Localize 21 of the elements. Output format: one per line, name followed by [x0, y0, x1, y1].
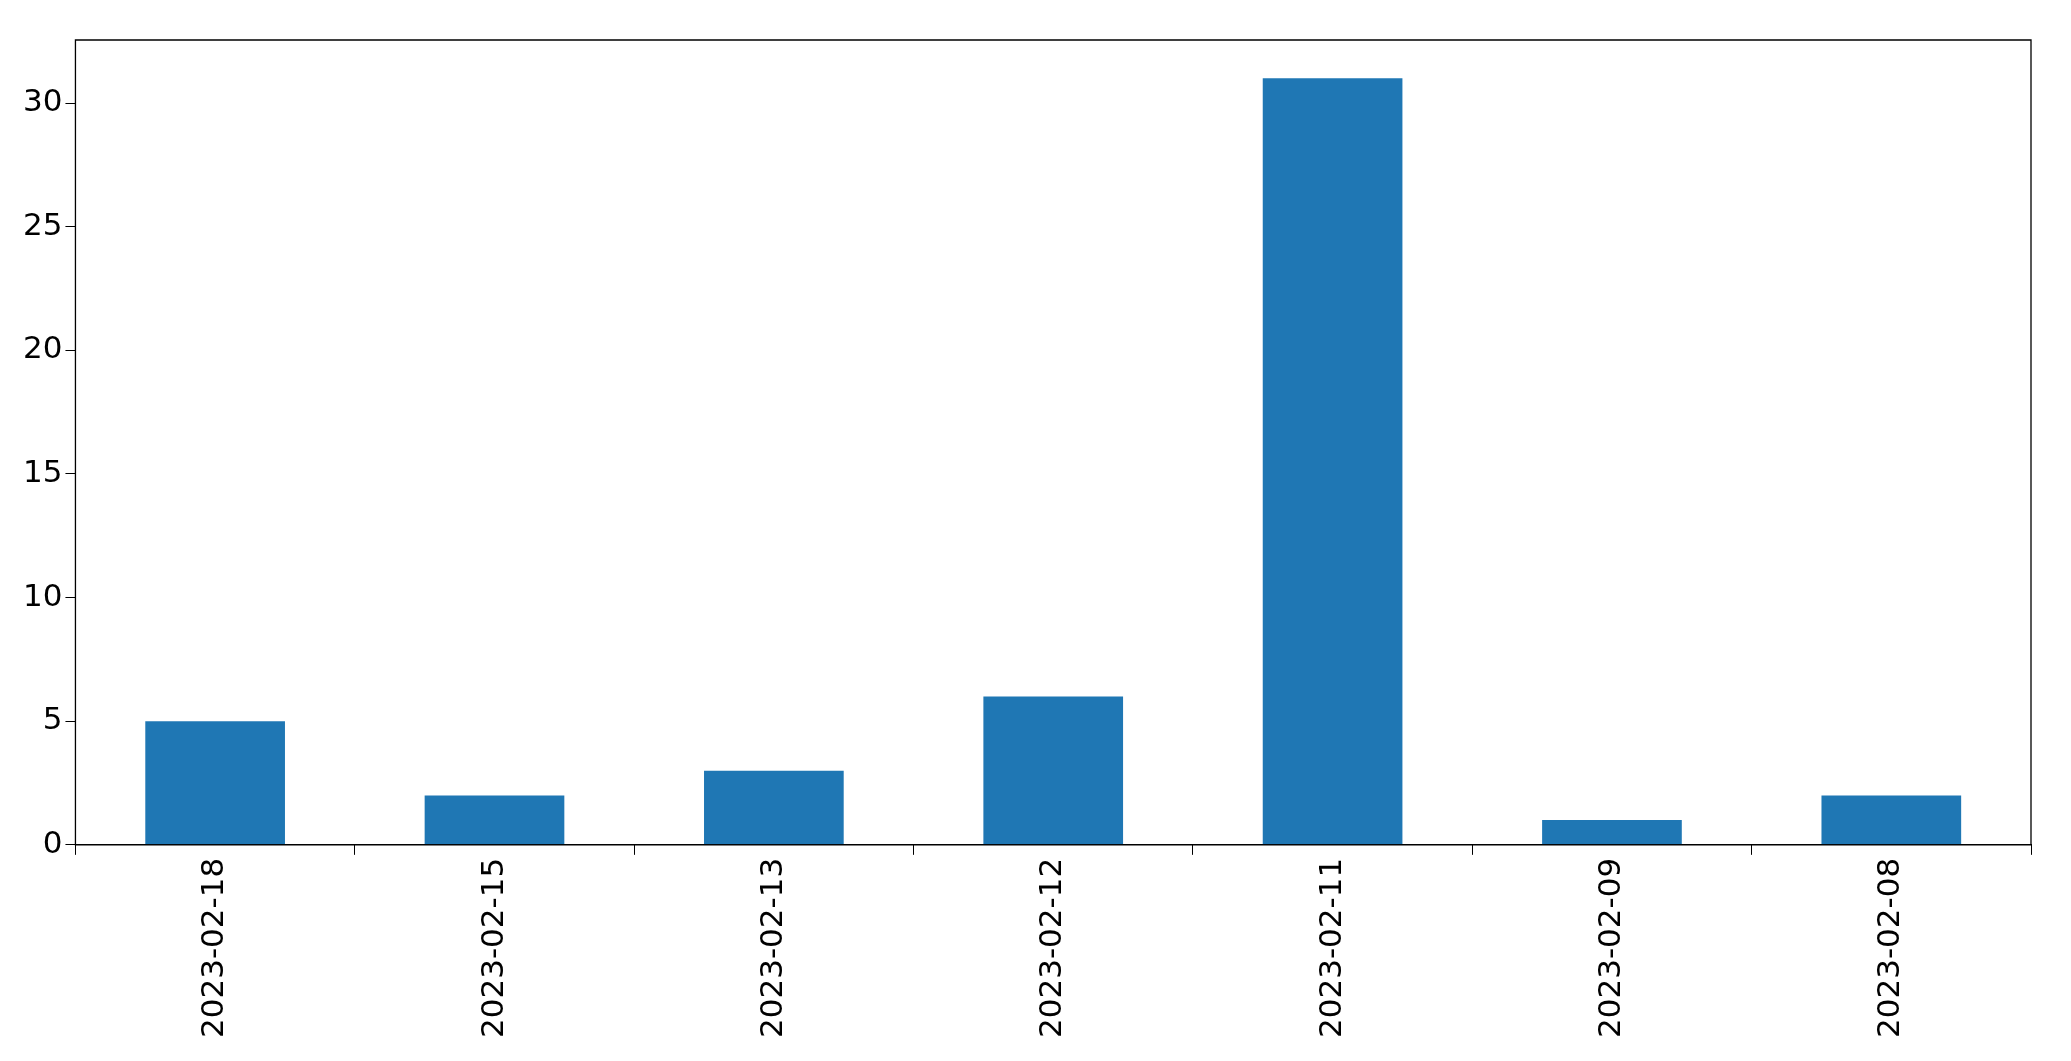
y-tick-label: 30	[22, 82, 63, 119]
x-tick-label: 2023-02-15	[473, 857, 510, 1039]
bar	[1821, 795, 1962, 845]
x-tick-label: 2023-02-18	[194, 857, 231, 1039]
bar	[1542, 820, 1682, 845]
x-tick-label: 2023-02-12	[1032, 857, 1069, 1039]
bar	[983, 696, 1124, 845]
y-tick-label: 15	[22, 452, 63, 489]
bar	[1262, 78, 1403, 845]
bar	[424, 795, 565, 845]
x-tick-label: 2023-02-08	[1870, 857, 1907, 1039]
y-tick-label: 0	[42, 823, 63, 860]
y-tick-label: 25	[22, 205, 63, 242]
x-tick-label: 2023-02-13	[752, 857, 789, 1039]
x-tick-label: 2023-02-11	[1311, 857, 1348, 1039]
y-tick-label: 10	[22, 576, 63, 613]
bar	[145, 721, 285, 845]
y-tick-label: 20	[22, 329, 63, 366]
bar	[704, 770, 844, 845]
y-tick-label: 5	[42, 700, 63, 737]
x-tick-label: 2023-02-09	[1591, 857, 1627, 1039]
